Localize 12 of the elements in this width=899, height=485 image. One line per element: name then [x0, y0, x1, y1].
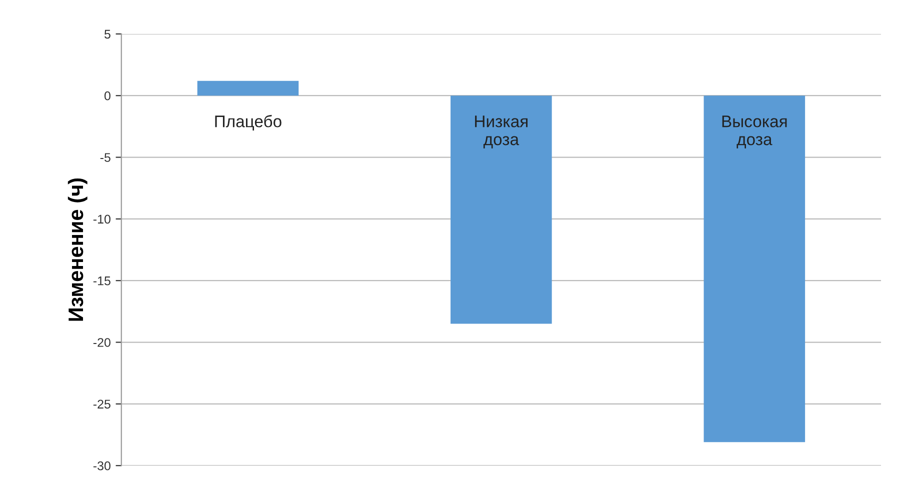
y-tick-label: -30	[93, 461, 110, 470]
y-tick-label: -5	[100, 153, 110, 162]
x-tick-label: Низкая доза	[475, 116, 528, 148]
y-tick-label: -15	[93, 276, 110, 286]
x-tick-label: Высокая доза	[722, 116, 787, 148]
y-tick-label: -25	[93, 400, 110, 409]
y-axis-title: Изменение (ч)	[68, 178, 88, 321]
y-tick-label: 5	[104, 30, 110, 39]
x-tick-label: Плацебо	[215, 114, 282, 130]
y-tick-label: -10	[93, 214, 110, 224]
y-tick-label: -20	[93, 338, 110, 347]
y-tick-label: 0	[104, 91, 110, 100]
